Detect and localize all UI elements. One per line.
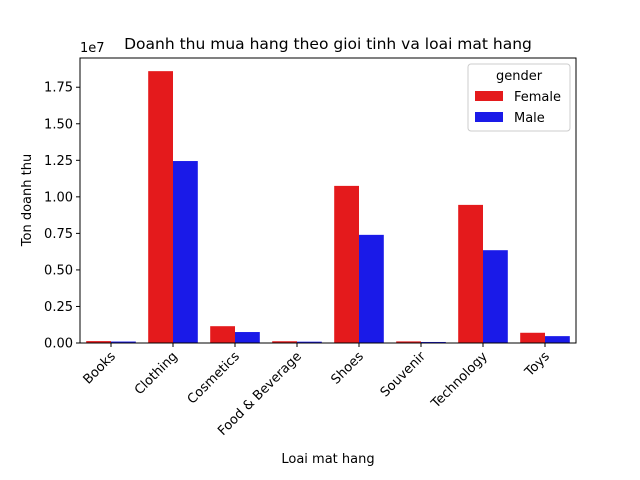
bar-male-6	[483, 250, 508, 343]
y-tick-label: 0.50	[44, 263, 73, 278]
x-axis-label: Loai mat hang	[281, 452, 374, 467]
legend-label-female: Female	[514, 90, 561, 105]
bar-female-7	[520, 332, 545, 343]
x-tick-label: Books	[81, 349, 119, 387]
bar-male-0	[111, 341, 136, 343]
x-tick-label: Clothing	[132, 349, 181, 398]
legend-title: gender	[496, 69, 543, 84]
x-tick-label: Shoes	[328, 349, 366, 387]
y-axis-offset-text: 1e7	[80, 41, 105, 56]
plot-frame	[79, 57, 577, 344]
legend: gender Female Male	[467, 63, 571, 132]
legend-label-male: Male	[514, 111, 545, 126]
y-axis-ticks: 0.00 0.25 0.50 0.75 1.00 1.25 1.50 1.75	[44, 81, 80, 352]
bar-male-1	[173, 161, 198, 343]
bar-male-3	[297, 341, 322, 343]
y-tick-label: 0.25	[44, 300, 73, 315]
y-tick-label: 1.50	[44, 117, 73, 132]
bar-female-5	[396, 341, 421, 343]
x-tick-label: Souvenir	[378, 349, 430, 401]
y-tick-label: 1.00	[44, 190, 73, 205]
y-tick-label: 1.75	[44, 81, 73, 96]
y-tick-label: 0.75	[44, 227, 73, 242]
x-tick-label: Toys	[522, 349, 553, 380]
bar-male-5	[421, 341, 446, 343]
chart-title: Doanh thu mua hang theo gioi tinh va loa…	[124, 35, 532, 53]
x-tick-label: Technology	[428, 349, 491, 412]
bar-female-1	[148, 71, 173, 344]
bar-female-3	[272, 341, 297, 343]
legend-swatch-male	[475, 112, 503, 122]
x-tick-label: Cosmetics	[185, 349, 243, 407]
bar-male-2	[235, 332, 260, 343]
bar-female-0	[86, 341, 111, 343]
bar-female-2	[210, 326, 235, 343]
bar-female-6	[458, 204, 483, 343]
bars-group	[86, 71, 570, 344]
y-axis-label: Ton doanh thu	[20, 154, 35, 247]
bar-male-4	[359, 234, 384, 343]
bar-female-4	[334, 185, 359, 343]
bar-male-7	[545, 336, 570, 343]
legend-swatch-female	[475, 91, 503, 101]
y-tick-label: 1.25	[44, 154, 73, 169]
y-tick-label: 0.00	[44, 337, 73, 352]
